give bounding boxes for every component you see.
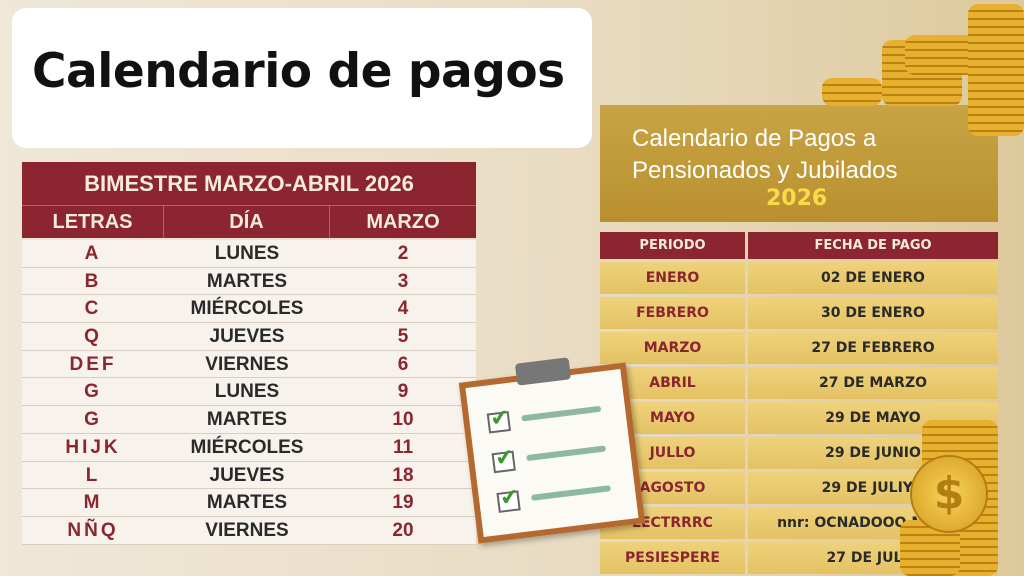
letters-cell: B [84,270,102,292]
table-row: MARZO 27 DE FEBRERO [600,332,998,364]
payment-date-cell: 27 DE MARZO [748,367,998,399]
date-cell: 11 [392,436,414,458]
date-cell: 18 [392,464,414,486]
day-cell: LUNES [214,381,280,403]
period-cell: FEBRERO [600,297,745,329]
payment-date-cell: 02 DE ENERO [748,262,998,294]
letters-cell: M [83,492,103,514]
table-header: LETRAS DÍA MARZO [22,205,476,238]
letters-schedule-table: BIMESTRE MARZO-ABRIL 2026 LETRAS DÍA MAR… [22,162,476,545]
dollar-coin-icon: $ [910,455,988,533]
letters-cell: NÑQ [67,519,119,541]
day-cell: MARTES [206,492,288,514]
date-cell: 2 [397,243,409,264]
table-header: PERIODO FECHA DE PAGO [600,232,998,259]
table-banner: BIMESTRE MARZO-ABRIL 2026 [22,162,476,205]
letters-cell: G [84,409,102,431]
table-row: C MIÉRCOLES 4 [22,295,476,324]
table-row: M MARTES 19 [22,489,476,517]
day-cell: JUEVES [209,464,285,486]
date-cell: 5 [397,326,409,348]
table-row: NÑQ VIERNES 20 [22,516,476,545]
letters-cell: DEF [69,353,117,375]
letters-cell: A [84,243,102,264]
payment-date-cell: 30 DE ENERO [748,297,998,329]
table-row: G LUNES 9 [22,378,476,407]
day-cell: MARTES [206,409,288,431]
day-cell: VIERNES [205,519,289,541]
day-cell: LUNES [214,243,280,264]
date-cell: 19 [392,492,414,514]
table-row: ENERO 02 DE ENERO [600,262,998,294]
header-letras: LETRAS [22,206,164,238]
day-cell: MIÉRCOLES [190,436,304,458]
header-dia: DÍA [164,206,330,238]
table-row: A LUNES 2 [22,240,476,268]
table-row: ABRIL 27 DE MARZO [600,367,998,399]
header-periodo: PERIODO [600,232,745,259]
clipboard-checklist-icon [458,357,646,544]
page-title: Calendario de pagos [32,44,565,99]
panel-title-line1: Calendario de Pagos a [632,125,877,152]
table-row: B MARTES 3 [22,267,476,296]
table-row: HIJK MIÉRCOLES 11 [22,433,476,462]
period-cell: MARZO [600,332,745,364]
header-fecha: FECHA DE PAGO [748,232,998,259]
panel-title-line2: Pensionados y Jubilados [632,157,898,184]
letters-cell: HIJK [65,436,121,458]
header-marzo: MARZO [366,211,440,233]
date-cell: 20 [392,519,414,541]
date-cell: 6 [397,353,409,375]
date-cell: 4 [397,298,409,320]
table-row: FEBRERO 30 DE ENERO [600,297,998,329]
letters-cell: C [84,298,102,320]
letters-cell: L [85,464,101,486]
panel-year: 2026 [766,186,828,211]
table-row: DEF VIERNES 6 [22,350,476,379]
title-box: Calendario de pagos [12,8,592,148]
day-cell: JUEVES [209,326,285,348]
panel-header: Calendario de Pagos a Pensionados y Jubi… [600,105,998,222]
table-row: L JUEVES 18 [22,461,476,490]
letters-cell: G [84,381,102,403]
date-cell: 10 [392,409,414,431]
date-cell: 9 [397,381,409,403]
letters-cell: Q [84,326,102,348]
day-cell: VIERNES [205,353,289,375]
table-row: Q JUEVES 5 [22,323,476,351]
period-cell: PESIESPERE [600,542,745,574]
date-cell: 3 [397,270,409,292]
day-cell: MIÉRCOLES [190,298,304,320]
day-cell: MARTES [206,270,288,292]
table-row: G MARTES 10 [22,406,476,434]
payment-date-cell: 27 DE FEBRERO [748,332,998,364]
period-cell: ENERO [600,262,745,294]
